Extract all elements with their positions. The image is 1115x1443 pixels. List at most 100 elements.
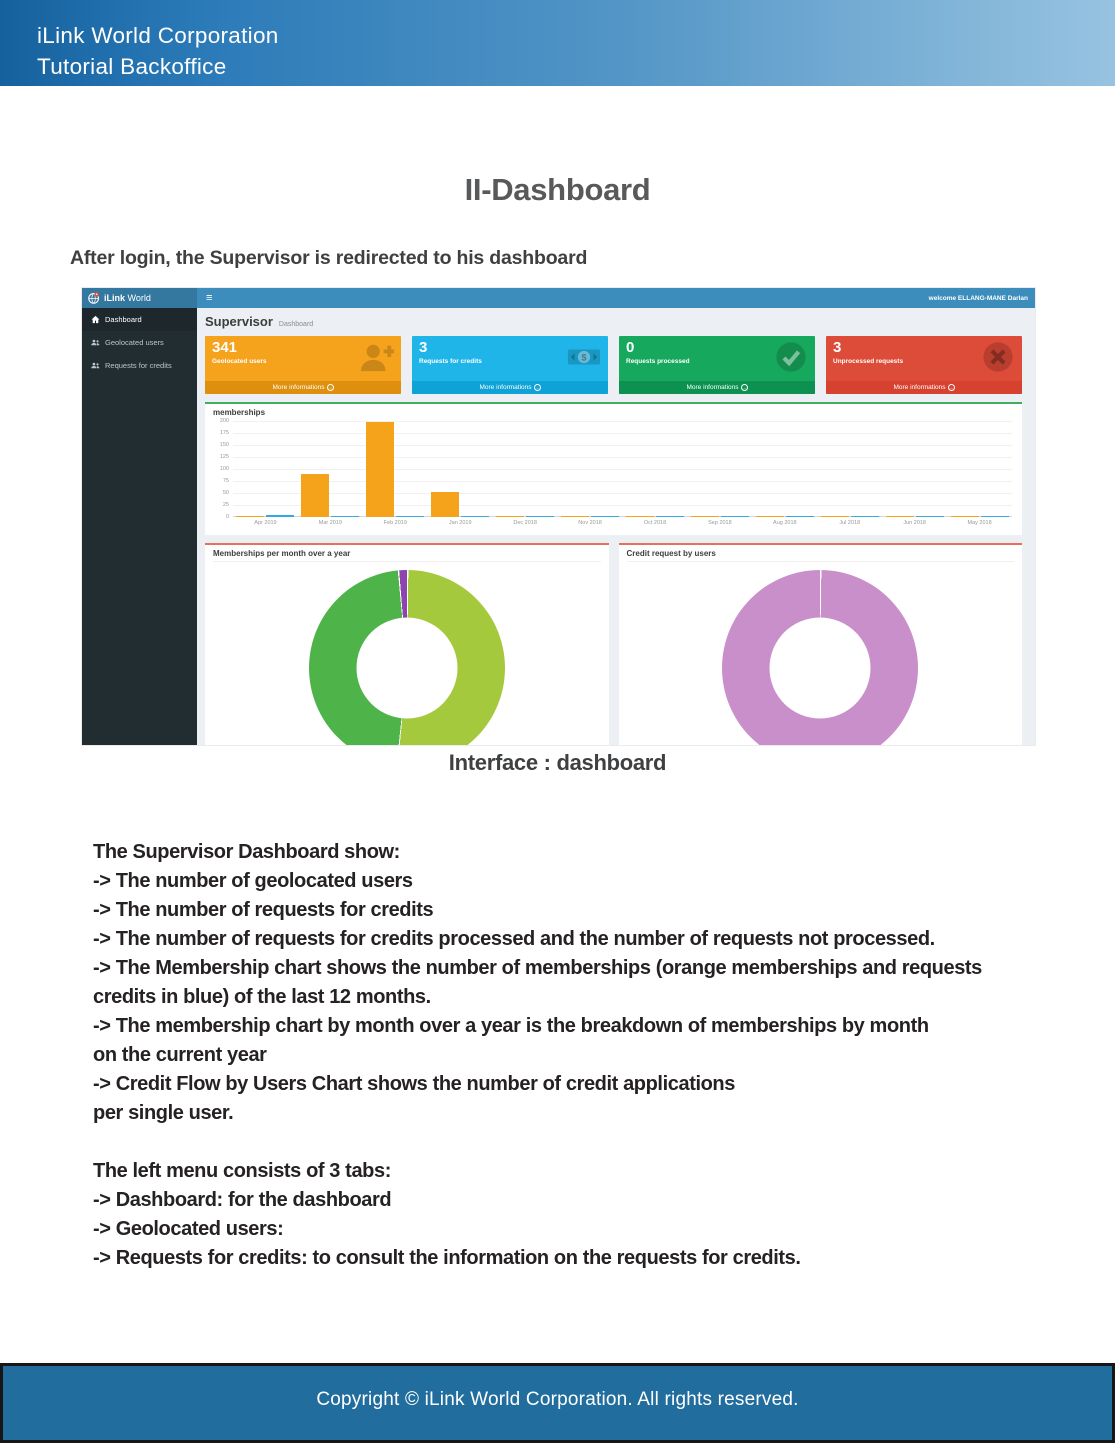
memberships-bar	[885, 516, 914, 517]
body-line: -> Credit Flow by Users Chart shows the …	[93, 1073, 735, 1095]
bar-group	[298, 421, 363, 517]
memberships-chart-panel: memberships 200 175 150 125 100 75 50 25 0 Apr 2…	[205, 402, 1022, 535]
stat-label: Geolocated users	[212, 358, 267, 365]
x-tick: Oct 2018	[643, 520, 667, 526]
memberships-bar	[625, 516, 654, 517]
sidebar-item-label: Dashboard	[105, 315, 142, 324]
memberships-bar	[431, 492, 460, 517]
stat-label: Requests for credits	[419, 358, 482, 365]
body-line: -> The number of geolocated users	[93, 870, 413, 892]
sidebar-item-geolocated-users[interactable]: Geolocated users	[82, 331, 197, 354]
bar-group	[752, 421, 817, 517]
memberships-bar	[561, 516, 590, 517]
sidebar-item-label: Geolocated users	[105, 338, 164, 347]
memberships-y-axis: 200 175 150 125 100 75 50 25 0	[213, 418, 229, 520]
memberships-bar	[301, 474, 330, 517]
credit-requests-bar	[591, 516, 620, 517]
x-tick: Jan 2019	[448, 520, 472, 526]
dashboard-topbar: iLink World ≡ welcome ELLANG-MANE Darlan	[82, 288, 1035, 308]
page-title: II-Dashboard	[464, 172, 651, 207]
donut-title: Memberships per month over a year	[213, 549, 601, 562]
bar-group	[817, 421, 882, 517]
credit-requests-bar	[915, 516, 944, 517]
bar-group	[428, 421, 493, 517]
body-line: The Supervisor Dashboard show:	[93, 841, 400, 863]
figure-caption: Interface : dashboard	[448, 750, 667, 775]
credit-requests-bar	[396, 516, 425, 517]
brand-bold: iLink	[104, 293, 126, 303]
x-tick: Mar 2019	[318, 520, 342, 526]
bar-group	[687, 421, 752, 517]
y-tick: 175	[219, 430, 229, 436]
copyright-text: Copyright © iLink World Corporation. All…	[316, 1389, 799, 1410]
brand-light: World	[127, 293, 151, 303]
y-tick: 200	[219, 418, 229, 424]
more-informations-label: More informations	[479, 384, 532, 391]
more-informations-link[interactable]: More informations →	[412, 381, 608, 394]
topbar-main: ≡ welcome ELLANG-MANE Darlan	[197, 288, 1035, 308]
credit-requests-bar	[980, 516, 1009, 517]
stat-value: 0	[626, 339, 635, 356]
donut-hole	[769, 617, 871, 719]
body-text: The Supervisor Dashboard show: -> The num…	[93, 838, 1053, 1273]
x-tick: Feb 2019	[383, 520, 407, 526]
donut-charts-row: Memberships per month over a year Credit…	[205, 543, 1022, 745]
brand-logo[interactable]: iLink World	[82, 288, 197, 308]
memberships-plot-area	[233, 421, 1012, 517]
memberships-bar	[755, 516, 784, 517]
x-tick: Jul 2018	[839, 520, 861, 526]
more-informations-link[interactable]: More informations →	[619, 381, 815, 394]
x-tick: Dec 2018	[513, 520, 537, 526]
x-tick: May 2018	[967, 520, 992, 526]
body-line: -> Requests for credits: to consult the …	[93, 1247, 801, 1269]
circle-arrow-icon: →	[947, 383, 955, 391]
bar-group	[493, 421, 558, 517]
memberships-per-month-panel: Memberships per month over a year	[205, 543, 609, 745]
circle-arrow-icon: →	[533, 383, 541, 391]
y-tick: 75	[222, 478, 229, 484]
bar-group	[882, 421, 947, 517]
bar-group	[233, 421, 298, 517]
sidebar-item-requests-for-credits[interactable]: Requests for credits	[82, 354, 197, 377]
sidebar: Dashboard Geolocated users Requests for …	[82, 308, 197, 745]
x-tick: Apr 2019	[254, 520, 277, 526]
body-line: on the current year	[93, 1044, 267, 1066]
donut-hole	[356, 617, 458, 719]
more-informations-link[interactable]: More informations →	[826, 381, 1022, 394]
body-line: -> The membership chart by month over a …	[93, 1015, 929, 1037]
y-tick: 100	[219, 466, 229, 472]
y-tick: 150	[219, 442, 229, 448]
welcome-user-label: welcome ELLANG-MANE Darlan	[928, 294, 1028, 302]
y-tick: 125	[219, 454, 229, 460]
credit-requests-bar	[266, 515, 295, 517]
stat-value: 341	[212, 339, 238, 356]
sidebar-item-dashboard[interactable]: Dashboard	[82, 308, 197, 331]
memberships-bar	[820, 516, 849, 517]
credit-requests-donut-chart	[722, 570, 919, 745]
stat-value: 3	[833, 339, 842, 356]
memberships-bar	[236, 516, 265, 517]
credit-requests-bar	[655, 516, 684, 517]
stat-value: 3	[419, 339, 428, 356]
users-icon	[91, 339, 100, 346]
more-informations-link[interactable]: More informations →	[205, 381, 401, 394]
y-tick: 25	[222, 502, 229, 508]
breadcrumb: Dashboard	[278, 321, 314, 328]
body-line: per single user.	[93, 1102, 234, 1124]
stat-cards-row: 341 Geolocated users More informations → …	[205, 336, 1022, 394]
more-informations-label: More informations	[272, 384, 325, 391]
bar-group	[363, 421, 428, 517]
body-line: -> Geolocated users:	[93, 1218, 284, 1240]
stat-label: Unprocessed requests	[833, 358, 904, 365]
hamburger-icon[interactable]: ≡	[206, 292, 213, 304]
memberships-x-axis: Apr 2019 Mar 2019 Feb 2019 Jan 2019 Dec 2018…	[233, 520, 1012, 526]
more-informations-label: More informations	[686, 384, 739, 391]
content-header: Supervisor Dashboard	[205, 314, 1022, 329]
users-icon	[91, 362, 100, 369]
content-title: Supervisor	[205, 314, 273, 329]
circle-arrow-icon: →	[740, 383, 748, 391]
bar-group	[558, 421, 623, 517]
credit-requests-bar	[526, 516, 555, 517]
body-line	[93, 1128, 1053, 1157]
body-line: credits in blue) of the last 12 months.	[93, 986, 431, 1008]
